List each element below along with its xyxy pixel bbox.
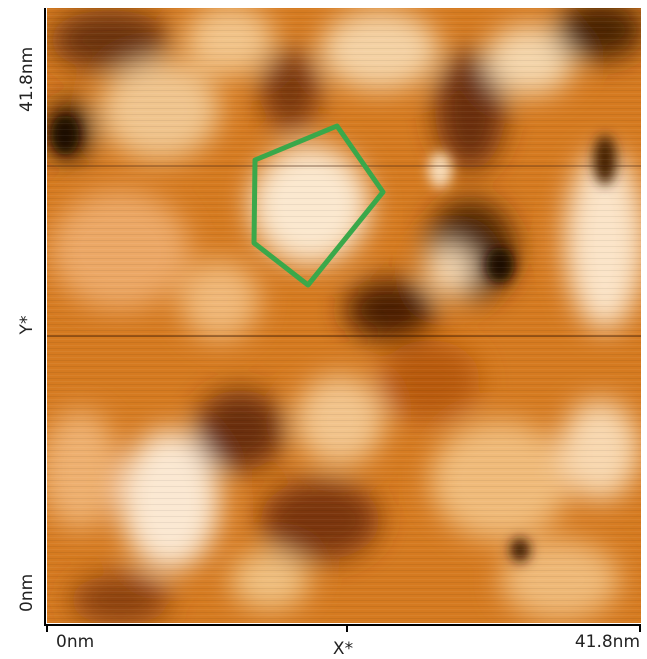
x-axis-label: X*	[333, 639, 353, 659]
scan-image	[40, 0, 645, 625]
y-start-label: 0nm	[17, 574, 37, 612]
scan-view: 0nm X* 41.8nm 0nm Y* 41.8nm	[0, 0, 647, 659]
x-start-label: 0nm	[56, 632, 94, 652]
x-end-label: 41.8nm	[575, 632, 640, 652]
y-end-label: 41.8nm	[17, 47, 37, 112]
y-axis-label: Y*	[17, 316, 37, 336]
